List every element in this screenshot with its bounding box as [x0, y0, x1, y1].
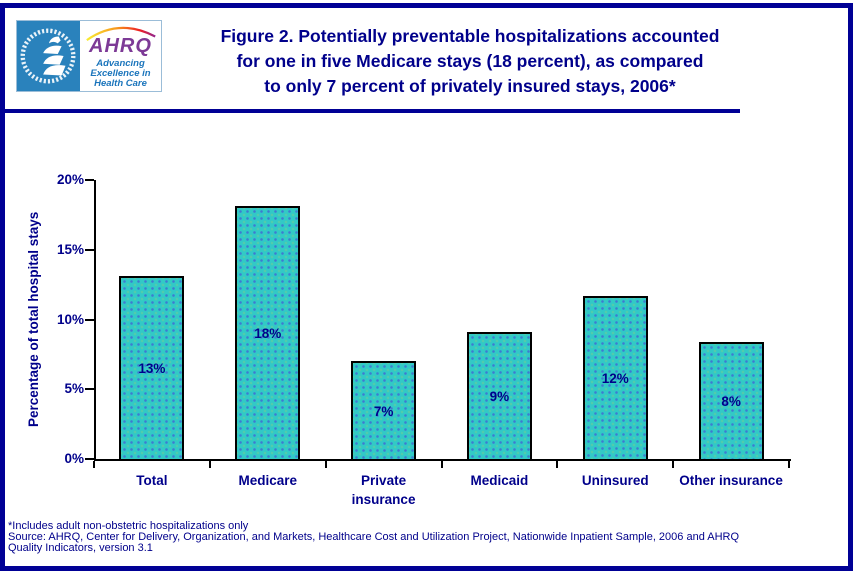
y-tick-mark: [85, 458, 94, 460]
rainbow-arc-icon: [86, 26, 156, 41]
plot-area: [94, 180, 791, 461]
x-tick-mark: [324, 461, 327, 468]
y-tick-label: 20%: [56, 172, 84, 187]
x-tick-mark: [440, 461, 443, 468]
title-line-3: to only 7 percent of privately insured s…: [264, 76, 676, 96]
source-note-line-1: Source: AHRQ, Center for Delivery, Organ…: [8, 531, 740, 543]
y-tick-mark: [85, 179, 94, 181]
x-category-label: Uninsured: [581, 473, 649, 488]
title-line-1: Figure 2. Potentially preventable hospit…: [220, 26, 720, 46]
header-divider: [0, 109, 740, 113]
y-tick-mark: [85, 248, 94, 251]
source-note-line-2: Quality Indicators, version 3.1: [8, 542, 153, 554]
ahrq-logo-text: AHRQ Advancing Excellence in Health Care: [80, 21, 161, 91]
bar: 7%: [351, 361, 417, 459]
bar-value-label: 8%: [721, 393, 741, 409]
ahrq-tagline: Advancing Excellence in Health Care: [90, 58, 151, 89]
x-tick-mark: [788, 461, 790, 468]
x-category-label: Medicare: [238, 473, 297, 488]
bar-value-label: 12%: [601, 370, 629, 386]
footer-notes: *Includes adult non-obstetric hospitaliz…: [8, 521, 846, 554]
y-tick-label: 10%: [56, 311, 84, 327]
y-tick-mark: [85, 318, 94, 321]
bar: 12%: [582, 295, 648, 459]
y-tick-label: 0%: [64, 451, 84, 466]
x-tick-mark: [672, 461, 675, 468]
title-line-2: for one in five Medicare stays (18 perce…: [236, 51, 704, 71]
bar: 9%: [466, 332, 532, 459]
x-tick-mark: [93, 461, 95, 468]
ahrq-logo: AHRQ Advancing Excellence in Health Care: [16, 20, 162, 92]
x-category-label: Medicaid: [470, 473, 529, 488]
x-category-label: Total: [136, 473, 168, 488]
bar: 8%: [698, 341, 764, 459]
bar: 18%: [235, 205, 301, 459]
x-category-label: Private insurance: [351, 473, 416, 507]
bar-value-label: 18%: [254, 325, 282, 341]
bar-value-label: 7%: [373, 403, 394, 419]
bar-value-label: 9%: [489, 389, 510, 405]
x-tick-mark: [556, 461, 559, 468]
ahrq-acronym: AHRQ: [89, 35, 152, 57]
footnote: *Includes adult non-obstetric hospitaliz…: [8, 520, 249, 532]
bar-value-label: 13%: [138, 361, 166, 377]
y-tick-mark: [85, 388, 94, 391]
bar: 13%: [119, 276, 185, 459]
hhs-eagle-seal-icon: [17, 21, 80, 91]
y-tick-label: 15%: [56, 241, 84, 257]
x-tick-mark: [208, 461, 211, 468]
figure-title: Figure 2. Potentially preventable hospit…: [160, 24, 780, 99]
y-tick-label: 5%: [64, 381, 84, 397]
x-category-label: Other insurance: [679, 473, 783, 488]
